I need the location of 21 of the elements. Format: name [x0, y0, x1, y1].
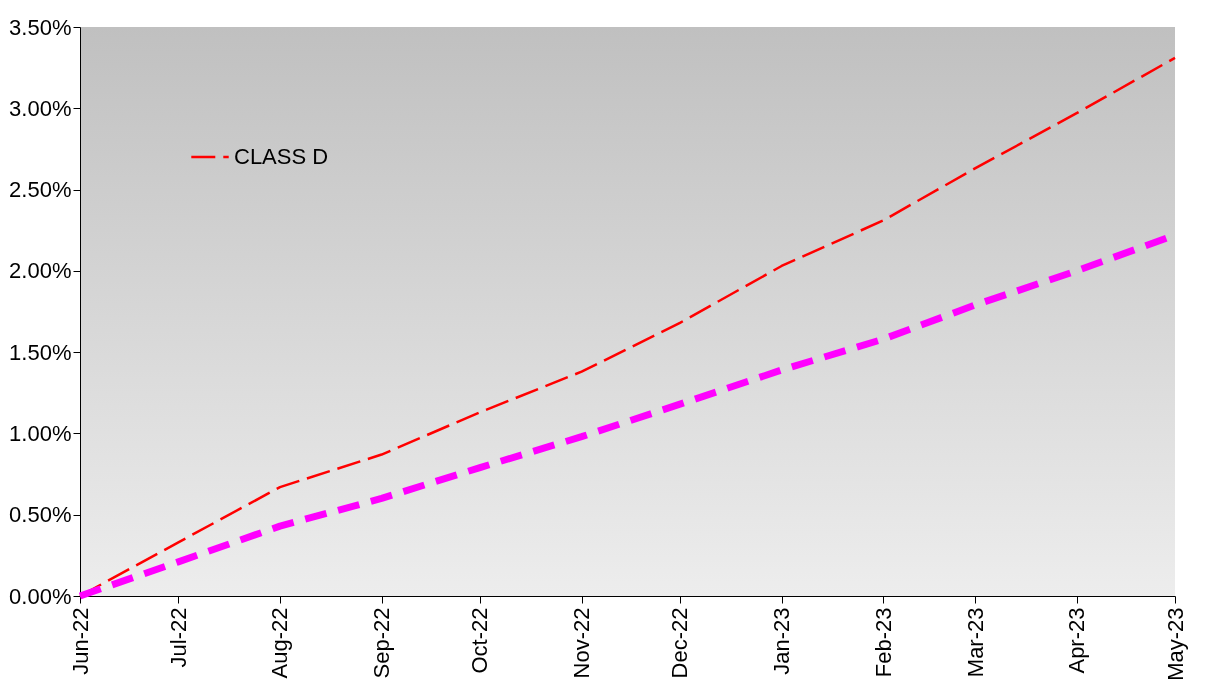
y-tick-label: 2.00%: [9, 258, 72, 284]
x-tick-label: Feb-23: [870, 607, 896, 678]
y-tick-label: 3.50%: [9, 14, 72, 40]
x-tick-label: Sep-22: [369, 607, 395, 679]
x-tick-label: May-23: [1162, 607, 1188, 681]
x-tick-label: Dec-22: [667, 607, 693, 679]
y-tick-label: 0.50%: [9, 502, 72, 528]
legend-label: CLASS D: [234, 144, 329, 169]
x-tick-label: Jan-23: [769, 607, 795, 675]
y-tick-label: 1.50%: [9, 339, 72, 365]
y-tick-label: 2.50%: [9, 177, 72, 203]
x-tick-label: Jun-22: [67, 607, 93, 675]
y-tick-label: 3.00%: [9, 95, 72, 121]
y-tick-label: 0.00%: [9, 583, 72, 609]
x-tick-label: Oct-22: [467, 607, 493, 674]
x-tick-label: Mar-23: [962, 607, 988, 678]
x-tick-label: Nov-22: [569, 607, 595, 679]
x-tick-label: Aug-22: [267, 607, 293, 679]
x-tick-label: Jul-22: [165, 607, 191, 668]
y-tick-label: 1.00%: [9, 420, 72, 446]
x-tick-label: Apr-23: [1064, 607, 1090, 674]
